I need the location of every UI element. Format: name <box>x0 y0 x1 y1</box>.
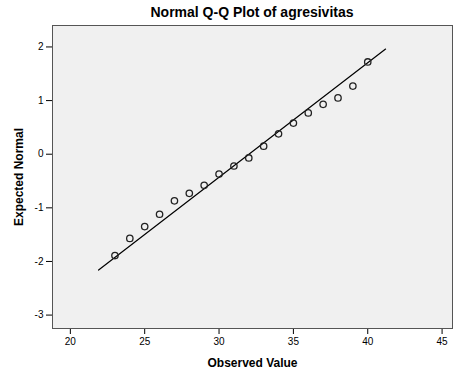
svg-text:20: 20 <box>65 336 77 347</box>
html-text:Normal Q-Q Plot of agresivitas: Normal Q-Q Plot of agresivitas <box>150 4 354 20</box>
svg-text:Expected Normal: Expected Normal <box>12 128 26 226</box>
svg-text:-2: -2 <box>35 256 44 267</box>
svg-text:-1: -1 <box>35 202 44 213</box>
svg-text:0: 0 <box>38 148 44 159</box>
svg-text:2: 2 <box>38 41 44 52</box>
svg-text:40: 40 <box>362 336 374 347</box>
svg-text:Observed Value: Observed Value <box>207 356 297 370</box>
svg-text:25: 25 <box>139 336 151 347</box>
svg-text:45: 45 <box>437 336 449 347</box>
svg-text:35: 35 <box>288 336 300 347</box>
svg-text:-3: -3 <box>35 309 44 320</box>
svg-text:1: 1 <box>38 95 44 106</box>
svg-text:30: 30 <box>213 336 225 347</box>
